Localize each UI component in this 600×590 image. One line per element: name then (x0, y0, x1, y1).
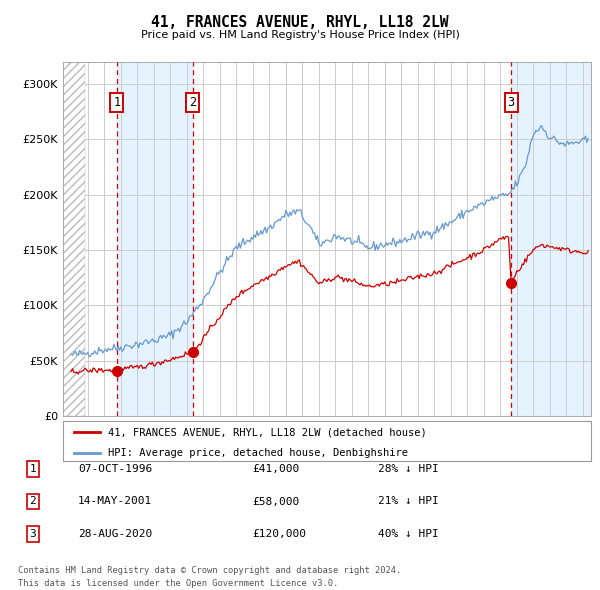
Text: Price paid vs. HM Land Registry's House Price Index (HPI): Price paid vs. HM Land Registry's House … (140, 30, 460, 40)
Text: 2: 2 (189, 96, 196, 109)
Text: 3: 3 (508, 96, 515, 109)
Bar (63, 62, 85, 416)
Text: 28-AUG-2020: 28-AUG-2020 (78, 529, 152, 539)
Text: 40% ↓ HPI: 40% ↓ HPI (378, 529, 439, 539)
Text: 21% ↓ HPI: 21% ↓ HPI (378, 497, 439, 506)
Text: 41, FRANCES AVENUE, RHYL, LL18 2LW (detached house): 41, FRANCES AVENUE, RHYL, LL18 2LW (deta… (108, 428, 427, 438)
Text: 3: 3 (29, 529, 37, 539)
Text: Contains HM Land Registry data © Crown copyright and database right 2024.: Contains HM Land Registry data © Crown c… (18, 566, 401, 575)
Text: 1: 1 (113, 96, 121, 109)
FancyBboxPatch shape (63, 421, 591, 461)
Text: 07-OCT-1996: 07-OCT-1996 (78, 464, 152, 474)
Text: 1: 1 (29, 464, 37, 474)
Text: HPI: Average price, detached house, Denbighshire: HPI: Average price, detached house, Denb… (108, 448, 408, 458)
Text: 41, FRANCES AVENUE, RHYL, LL18 2LW: 41, FRANCES AVENUE, RHYL, LL18 2LW (151, 15, 449, 30)
Text: 28% ↓ HPI: 28% ↓ HPI (378, 464, 439, 474)
Bar (117, 62, 193, 416)
Text: This data is licensed under the Open Government Licence v3.0.: This data is licensed under the Open Gov… (18, 579, 338, 588)
Text: 14-MAY-2001: 14-MAY-2001 (78, 497, 152, 506)
Text: 2: 2 (29, 497, 37, 506)
Text: £120,000: £120,000 (252, 529, 306, 539)
Text: £58,000: £58,000 (252, 497, 299, 506)
Bar (511, 62, 591, 416)
Text: £41,000: £41,000 (252, 464, 299, 474)
